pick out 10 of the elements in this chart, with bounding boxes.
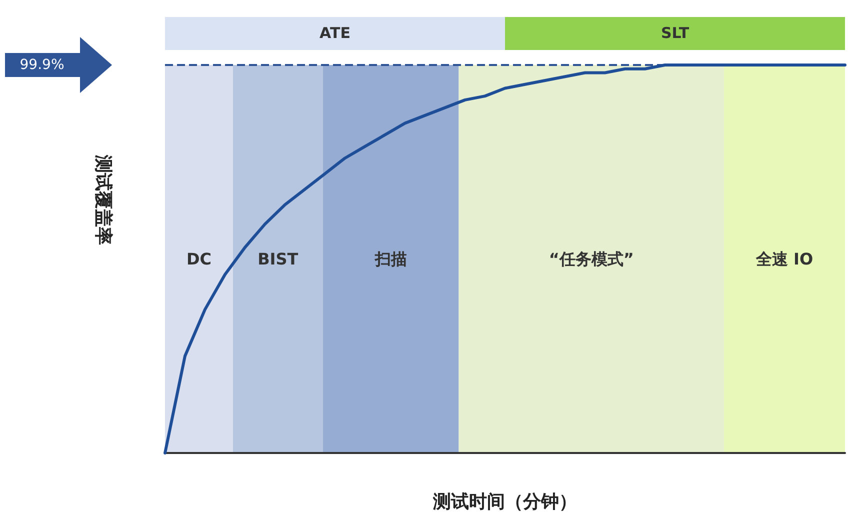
annotation: BIST (258, 250, 298, 268)
annotation: “任务模式” (548, 250, 634, 268)
text: ATE (320, 24, 350, 42)
text: 99.9% (20, 57, 64, 73)
text: SLT (660, 24, 690, 42)
annotation: 扫描 (374, 250, 407, 268)
y-axis-title: 测试覆盖率 (92, 154, 114, 245)
annotation: 全速 IO (754, 250, 814, 268)
annotation: DC (186, 250, 212, 268)
x-axis-title: 测试时间（分钟） (432, 492, 577, 512)
